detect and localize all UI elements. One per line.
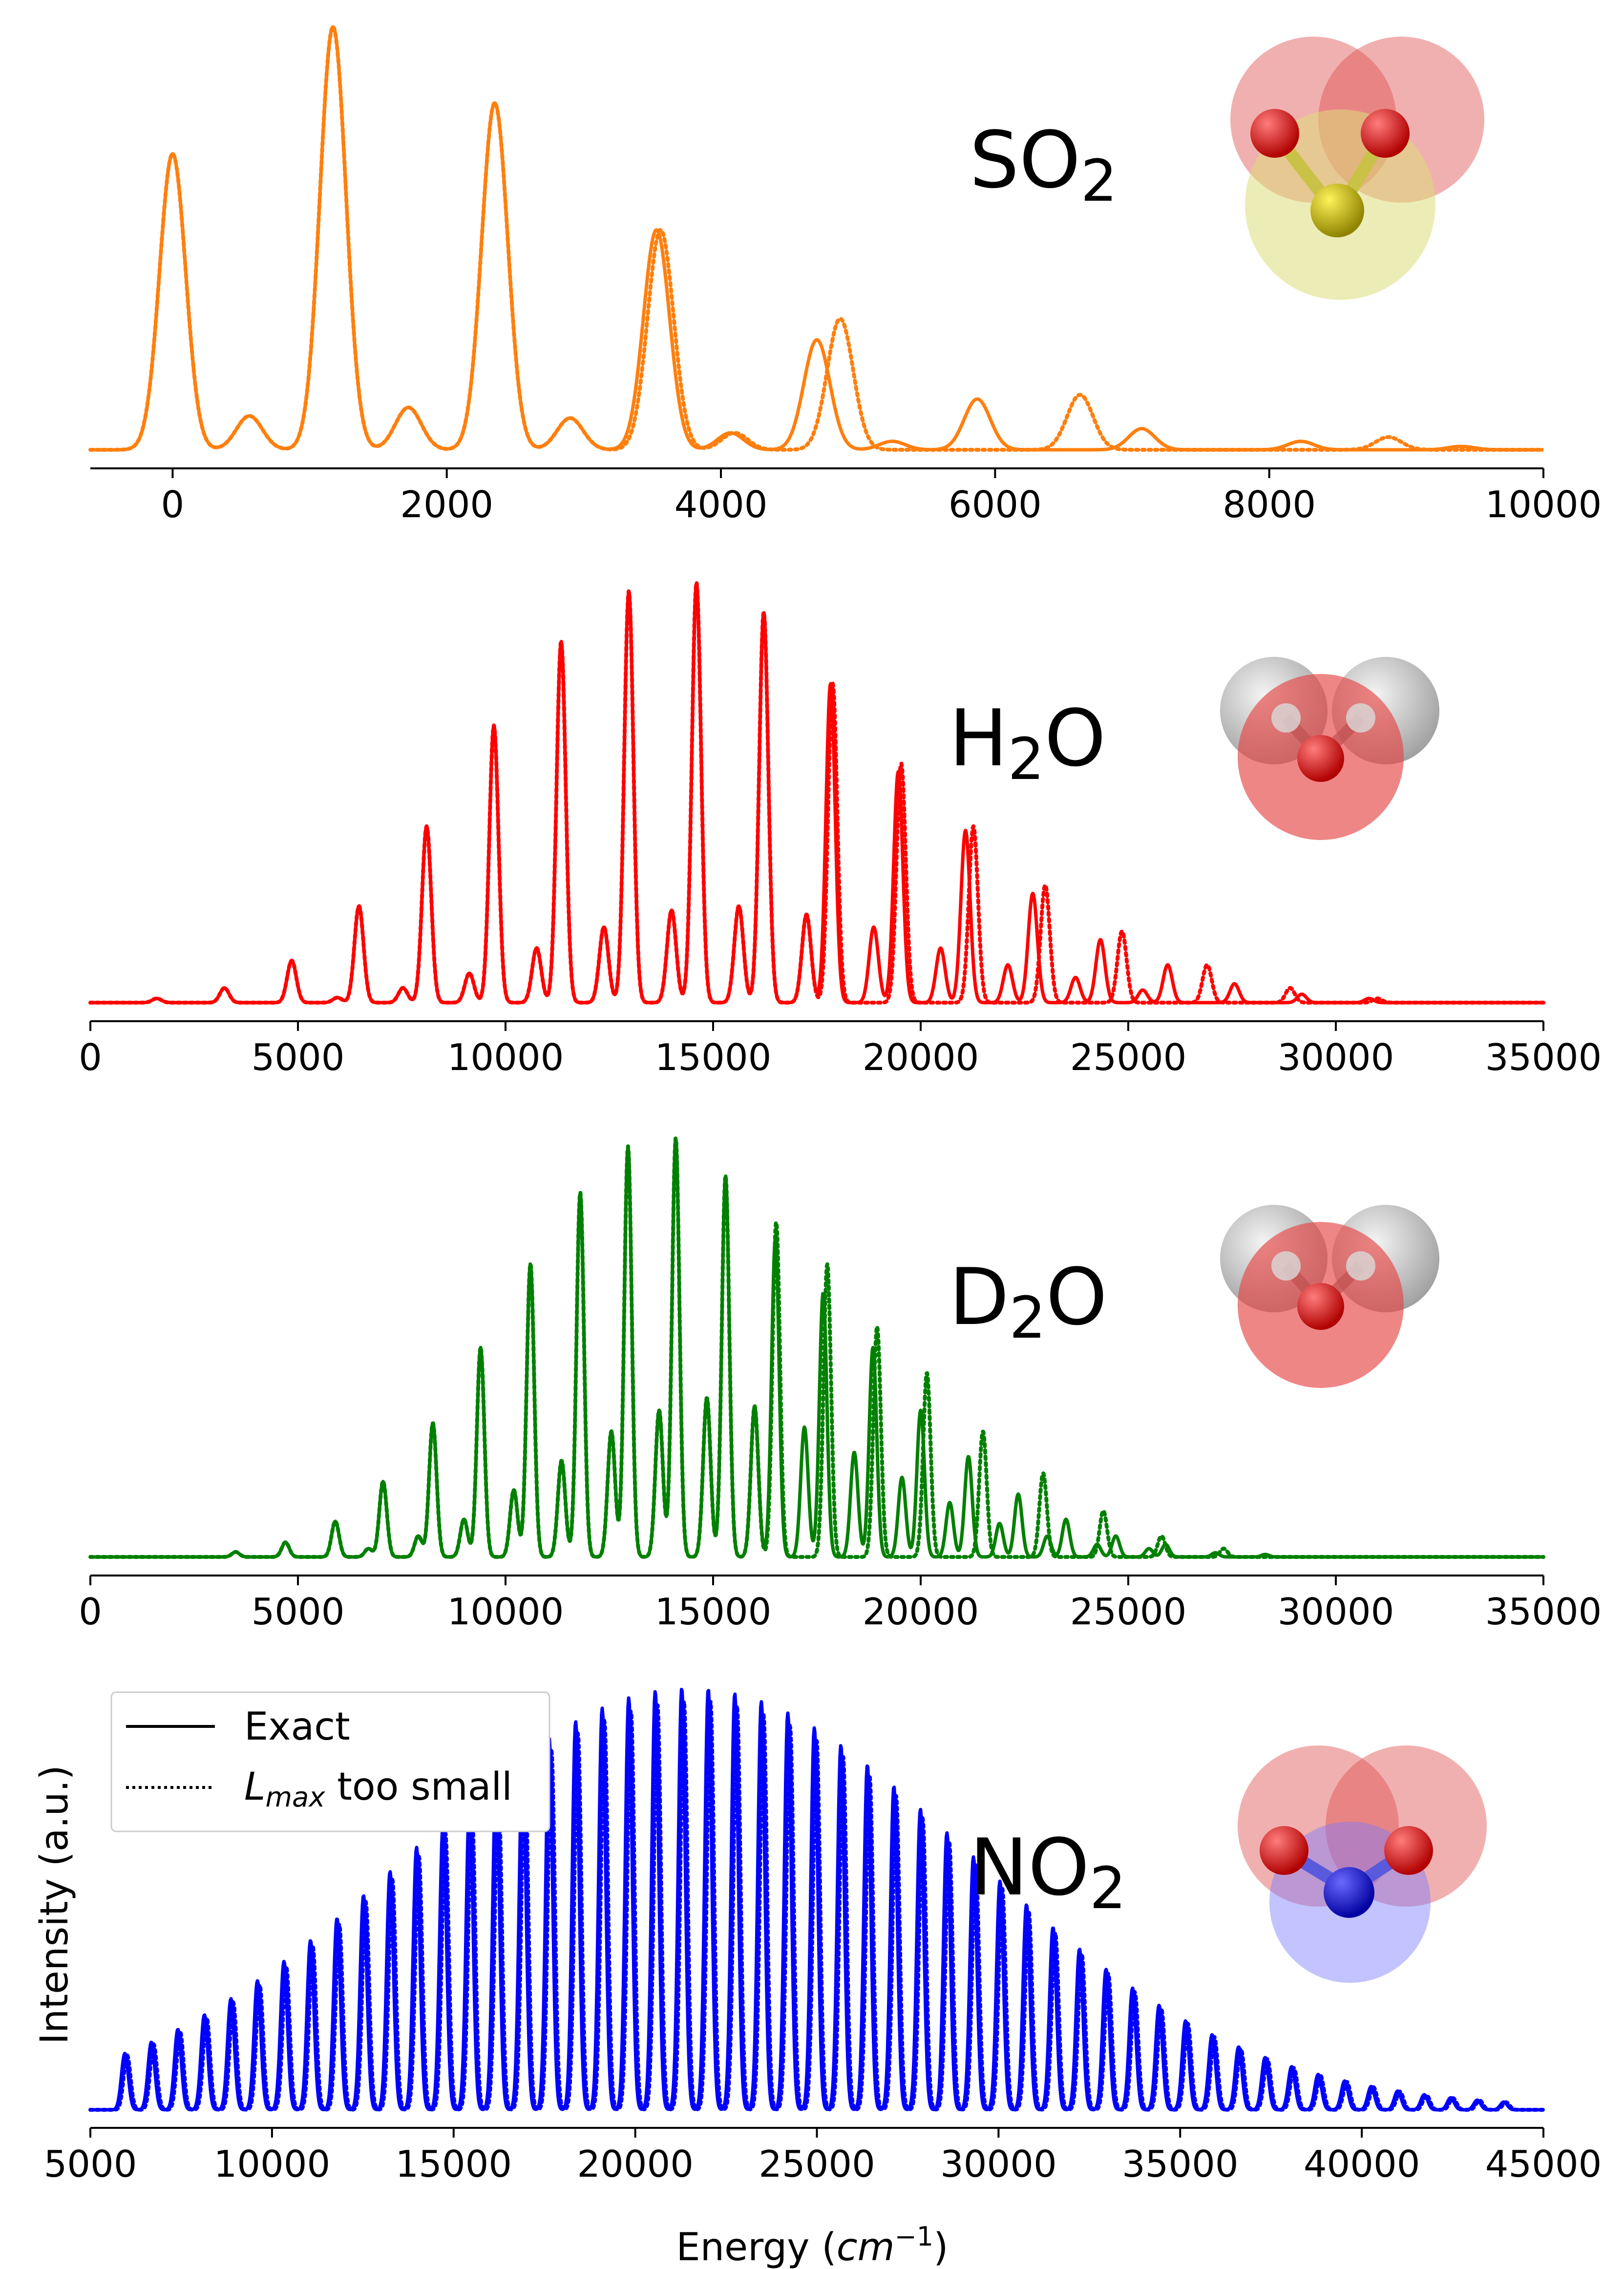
h2o-x-tick-label: 30000 — [1278, 1036, 1394, 1079]
legend-frame — [110, 1691, 550, 1832]
no2-x-tick-label: 25000 — [759, 2143, 875, 2185]
legend-entry-lmax: Lmax too small — [244, 1765, 512, 1813]
no2-x-tick-label: 15000 — [395, 2143, 512, 2185]
no2-solid-series-line — [89, 1687, 1545, 2112]
d2o-x-tick-label: 5000 — [252, 1590, 345, 1633]
h2o-x-axis: 0 5000 10000 15000 20000 25000 30000 35000 — [79, 1020, 1602, 1079]
h2o-solid-series-line — [89, 581, 1545, 1005]
y-axis-title: Intensity (a.u.) — [33, 1765, 77, 2044]
no2-x-tick-label: 35000 — [1122, 2143, 1239, 2185]
no2-x-tick-label: 20000 — [577, 2143, 694, 2185]
no2-x-tick-label: 5000 — [44, 2143, 137, 2185]
panel-h2o: 0 5000 10000 15000 20000 25000 30000 35000 H2O — [79, 581, 1602, 1079]
no2-x-tick-label: 45000 — [1485, 2143, 1602, 2185]
h2o-molecule-model — [1220, 657, 1439, 840]
no2-x-axis: 5000 10000 15000 20000 25000 30000 35000 40000 4… — [44, 2127, 1602, 2185]
no2-x-tick-label: 10000 — [214, 2143, 331, 2185]
no2-label: NO2 — [970, 1822, 1126, 1922]
h2o-spectrum — [88, 581, 1545, 1005]
so2-molecule-model — [1230, 37, 1484, 300]
d2o-solid-series-line — [89, 1136, 1545, 1559]
d2o-x-tick-label: 0 — [79, 1590, 102, 1633]
so2-x-tick-label: 0 — [161, 483, 185, 526]
d2o-x-tick-label: 25000 — [1070, 1590, 1187, 1633]
h2o-x-tick-label: 0 — [79, 1036, 102, 1079]
h2o-label: H2O — [949, 693, 1106, 793]
d2o-x-tick-label: 15000 — [655, 1590, 772, 1633]
panel-d2o: 0 5000 10000 15000 20000 25000 30000 35000 D2O — [79, 1136, 1602, 1633]
h2o-x-tick-label: 25000 — [1070, 1036, 1187, 1079]
no2-molecule-model — [1238, 1745, 1487, 1983]
d2o-spectrum — [88, 1136, 1545, 1559]
so2-label: SO2 — [970, 114, 1118, 214]
legend: Exact Lmax too small — [110, 1691, 550, 1832]
no2-x-tick-label: 40000 — [1304, 2143, 1420, 2185]
so2-x-tick-label: 6000 — [949, 483, 1042, 526]
d2o-x-tick-label: 20000 — [863, 1590, 979, 1633]
h2o-x-tick-label: 15000 — [655, 1036, 772, 1079]
d2o-molecule-model — [1220, 1205, 1439, 1388]
h2o-x-tick-label: 5000 — [252, 1036, 345, 1079]
so2-x-tick-label: 8000 — [1223, 483, 1316, 526]
d2o-x-tick-label: 10000 — [447, 1590, 564, 1633]
so2-spectrum — [88, 25, 1545, 452]
no2-spectrum — [88, 1687, 1545, 2112]
panel-no2: 5000 10000 15000 20000 25000 30000 35000 40000 4… — [44, 1687, 1602, 2185]
d2o-x-tick-label: 35000 — [1485, 1590, 1602, 1633]
panel-so2: 0 2000 4000 6000 8000 10000 SO2 — [88, 25, 1602, 526]
d2o-x-tick-label: 30000 — [1278, 1590, 1394, 1633]
legend-entry-exact: Exact — [244, 1705, 350, 1749]
so2-solid-series-line — [89, 25, 1545, 452]
h2o-x-tick-label: 20000 — [863, 1036, 979, 1079]
so2-x-tick-label: 4000 — [675, 483, 768, 526]
no2-x-tick-label: 30000 — [940, 2143, 1057, 2185]
h2o-x-tick-label: 10000 — [447, 1036, 564, 1079]
h2o-x-tick-label: 35000 — [1485, 1036, 1602, 1079]
so2-x-axis: 0 2000 4000 6000 8000 10000 — [90, 467, 1602, 526]
so2-x-tick-label: 10000 — [1485, 483, 1602, 526]
x-axis-title: Energy (cm−1) — [676, 2221, 948, 2269]
d2o-label: D2O — [949, 1251, 1107, 1351]
d2o-x-axis: 0 5000 10000 15000 20000 25000 30000 35000 — [79, 1575, 1602, 1633]
so2-x-tick-label: 2000 — [400, 483, 493, 526]
